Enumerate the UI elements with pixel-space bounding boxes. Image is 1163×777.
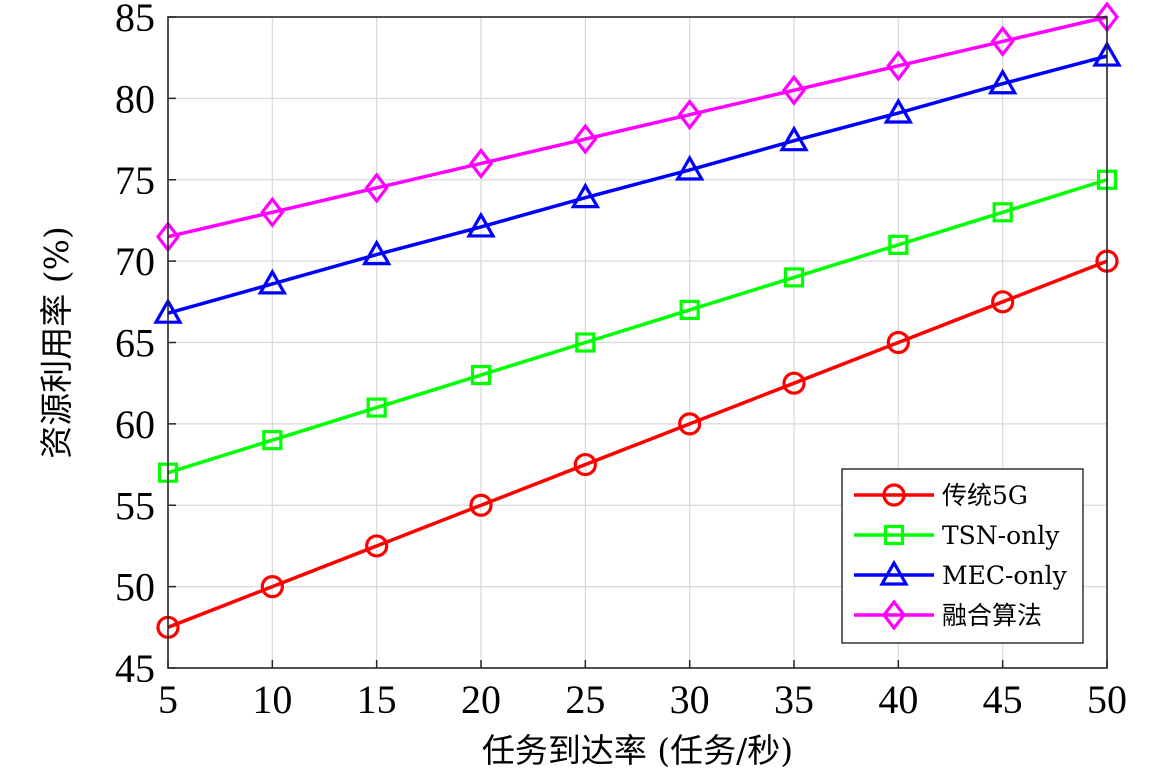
x-axis-title: 任务到达率 (任务/秒) <box>482 731 793 770</box>
legend-label: 传统5G <box>942 481 1028 510</box>
data-point-triangle <box>361 239 392 266</box>
legend-marker <box>882 483 906 507</box>
data-point-triangle <box>883 97 914 124</box>
x-tick-label: 45 <box>983 677 1023 722</box>
data-point-circle <box>260 575 284 599</box>
data-point-square <box>992 202 1013 223</box>
data-point-circle <box>678 412 702 436</box>
data-point-diamond <box>677 99 702 131</box>
legend-entry: 传统5G <box>854 481 1028 510</box>
y-tick-label: 55 <box>115 483 155 528</box>
data-point-circle <box>886 330 910 355</box>
data-point-diamond <box>990 25 1015 58</box>
data-point-circle <box>991 290 1015 314</box>
y-tick-label: 45 <box>115 646 155 691</box>
y-tick-label: 50 <box>115 565 155 610</box>
axes-box <box>167 16 1108 669</box>
data-point-square <box>783 267 805 288</box>
x-tick-label: 15 <box>357 677 397 722</box>
data-point-square <box>262 430 283 451</box>
x-tick-label: 25 <box>565 677 605 722</box>
data-point-triangle <box>674 154 705 181</box>
data-point-circle <box>573 452 597 477</box>
series-line <box>167 259 1108 629</box>
data-point-circle <box>469 493 493 517</box>
legend-entry: 融合算法 <box>854 599 1042 631</box>
legend: 传统5G TSN-only MEC-only 融合算法 <box>841 468 1084 644</box>
x-tick-label: 50 <box>1087 677 1127 722</box>
legend-label: MEC-only <box>942 561 1068 590</box>
x-tick-label: 20 <box>461 677 501 722</box>
legend-marker <box>881 599 907 631</box>
y-axis-title: 资源利用率 (%) <box>37 226 76 459</box>
data-point-circle <box>782 371 806 395</box>
data-point-diamond <box>886 50 911 82</box>
series-0 <box>156 249 1119 639</box>
data-point-diamond <box>364 172 389 204</box>
legend-marker <box>879 559 909 586</box>
data-point-triangle <box>466 211 496 238</box>
x-tick-label: 30 <box>670 677 710 722</box>
y-tick-label: 65 <box>115 321 155 366</box>
series-lines <box>153 1 1122 639</box>
x-tick-label: 35 <box>774 677 814 722</box>
legend-entry: MEC-only <box>854 559 1068 590</box>
x-tick-label: 5 <box>158 677 178 722</box>
data-point-square <box>470 364 492 386</box>
data-point-triangle <box>987 68 1018 95</box>
series-1 <box>157 169 1118 483</box>
data-point-diamond <box>781 74 807 106</box>
y-tick-label: 75 <box>115 158 155 203</box>
series-2 <box>153 40 1122 324</box>
data-point-diamond <box>573 123 598 155</box>
series-line <box>167 54 1108 315</box>
data-point-square <box>575 332 596 353</box>
series-line <box>167 15 1108 239</box>
data-point-triangle <box>257 268 288 295</box>
x-tick-label: 40 <box>878 677 918 722</box>
data-point-square <box>366 397 387 418</box>
data-point-diamond <box>468 147 494 180</box>
y-tick-label: 85 <box>115 0 155 40</box>
legend-label: TSN-only <box>942 521 1060 550</box>
series-line <box>167 178 1108 475</box>
y-tick-label: 70 <box>115 239 155 284</box>
data-point-triangle <box>779 125 809 152</box>
x-tick-label: 10 <box>252 677 292 722</box>
data-point-square <box>679 299 700 321</box>
y-tick-label: 80 <box>115 76 155 121</box>
legend-entry: TSN-only <box>854 521 1060 550</box>
data-point-triangle <box>570 182 601 209</box>
axes: 5 10 15 20 25 30 35 40 45 50 45 50 55 60 65 70 75 80 85 任务到… <box>37 0 1127 770</box>
legend-marker <box>883 524 905 546</box>
data-point-diamond <box>260 196 285 228</box>
legend-label: 融合算法 <box>942 601 1042 630</box>
data-point-square <box>888 234 909 255</box>
y-tick-label: 60 <box>115 402 155 447</box>
data-point-circle <box>365 534 389 558</box>
